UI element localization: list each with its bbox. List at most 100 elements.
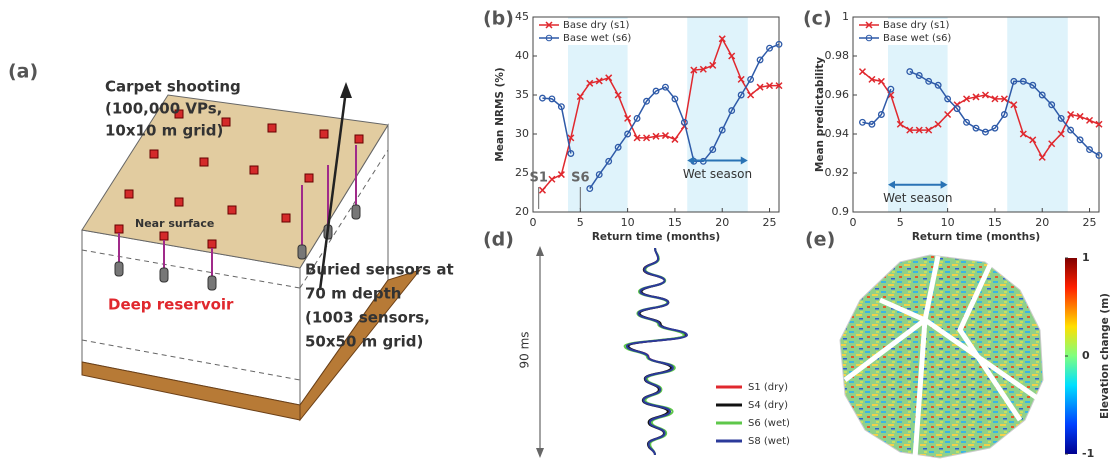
y-tick-label: 0.94 — [825, 127, 850, 140]
data-point — [858, 68, 866, 76]
y-tick-label: 0.98 — [825, 49, 850, 62]
y-tick-label: 30 — [515, 127, 529, 140]
diagram-text: Near surface — [135, 217, 214, 230]
data-point — [718, 35, 726, 43]
x-tick-label: 15 — [988, 216, 1002, 229]
x-axis-label: Return time (months) — [912, 231, 1040, 243]
data-point — [576, 93, 584, 101]
x-tick-label: 0 — [530, 216, 537, 229]
data-point — [887, 85, 895, 93]
legend-marker — [545, 34, 553, 42]
data-point — [1095, 120, 1103, 128]
data-point — [934, 120, 942, 128]
data-point — [1010, 101, 1018, 109]
diagram-text: (1003 sensors, — [305, 309, 430, 327]
data-point — [737, 91, 745, 99]
legend-label: Base dry (s1) — [883, 20, 950, 31]
data-point — [1086, 116, 1094, 124]
colorbar-tick-label: -1 — [1082, 447, 1094, 459]
series-line — [542, 43, 780, 190]
panel-label: (a) — [8, 61, 38, 83]
y-tick-label: 0.92 — [825, 166, 850, 179]
data-point — [652, 132, 660, 140]
data-point — [548, 95, 556, 103]
data-point — [953, 105, 961, 113]
data-point — [633, 134, 641, 142]
legend-label: S6 (wet) — [748, 418, 790, 429]
data-point — [1067, 126, 1075, 134]
data-point — [1076, 112, 1084, 120]
legend-marker — [865, 34, 873, 42]
data-point — [614, 143, 622, 151]
y-tick-label: 40 — [515, 49, 529, 62]
layer-line — [81, 339, 301, 381]
data-point — [699, 65, 707, 73]
y-axis-label: Mean NRMS (%) — [494, 67, 506, 161]
layer-line — [299, 149, 389, 289]
map-area — [839, 254, 1044, 459]
data-point — [972, 93, 980, 101]
colorbar-tick-label: 1 — [1082, 251, 1090, 264]
season-band — [888, 17, 948, 212]
data-point — [1076, 136, 1084, 144]
annotation: S1 — [529, 171, 547, 186]
x-tick-label: 25 — [763, 216, 777, 229]
legend-box — [535, 32, 643, 45]
x-tick-label: 20 — [1035, 216, 1049, 229]
data-point — [944, 110, 952, 119]
data-point — [756, 83, 764, 91]
data-point — [1086, 146, 1093, 154]
data-point — [633, 114, 641, 122]
data-point — [991, 124, 999, 132]
data-point — [586, 79, 594, 87]
data-point — [709, 61, 717, 69]
data-point — [906, 68, 914, 76]
legend-marker — [545, 21, 553, 29]
data-point — [877, 77, 885, 85]
data-point — [747, 75, 755, 83]
data-point — [1000, 111, 1008, 118]
data-point — [1048, 140, 1056, 148]
legend-label: S4 (dry) — [748, 400, 788, 411]
season-band — [687, 17, 748, 212]
arrow-head — [888, 180, 896, 189]
x-tick-label: 25 — [1083, 216, 1097, 229]
diagram-text: 50x50 m grid) — [305, 333, 423, 351]
data-point — [915, 126, 923, 134]
data-point — [972, 124, 980, 132]
data-point — [538, 186, 546, 194]
x-tick-label: 15 — [668, 216, 682, 229]
annotation: Wet season — [683, 167, 752, 181]
data-point — [728, 52, 736, 60]
diagram-text: Deep reservoir — [108, 296, 234, 314]
x-tick-label: 5 — [577, 216, 584, 229]
panel-label: (c) — [803, 8, 832, 30]
y-tick-label: 1 — [842, 10, 849, 23]
legend-box — [855, 32, 963, 45]
diagram-text: Carpet shooting — [105, 78, 241, 96]
data-point — [567, 150, 575, 157]
pointer-head — [340, 82, 352, 98]
data-point — [557, 171, 565, 179]
data-point — [1029, 81, 1037, 89]
data-point — [963, 118, 970, 126]
x-axis-label: Return time (months) — [592, 231, 720, 243]
panel-label: (e) — [805, 229, 835, 251]
diagram-text: Buried sensors at — [305, 261, 454, 279]
arrow-head — [687, 156, 695, 165]
series-line — [862, 70, 1100, 157]
data-point — [925, 77, 933, 85]
data-point — [859, 118, 866, 126]
panel-a: (a) Carpet shooting (100,000 VPs, 10x10 … — [8, 61, 454, 422]
y-tick-label: 0.9 — [832, 205, 850, 218]
x-tick-label: 10 — [941, 216, 955, 229]
data-point — [1029, 136, 1037, 144]
axis-label: 90 ms — [518, 331, 532, 368]
legend-label: S1 (dry) — [748, 382, 788, 393]
diagram-text: (100,000 VPs, — [105, 100, 222, 118]
data-point — [877, 111, 885, 118]
data-point — [595, 171, 603, 179]
data-point — [624, 130, 632, 138]
data-point — [934, 81, 942, 89]
y-tick-label: 25 — [515, 166, 529, 179]
